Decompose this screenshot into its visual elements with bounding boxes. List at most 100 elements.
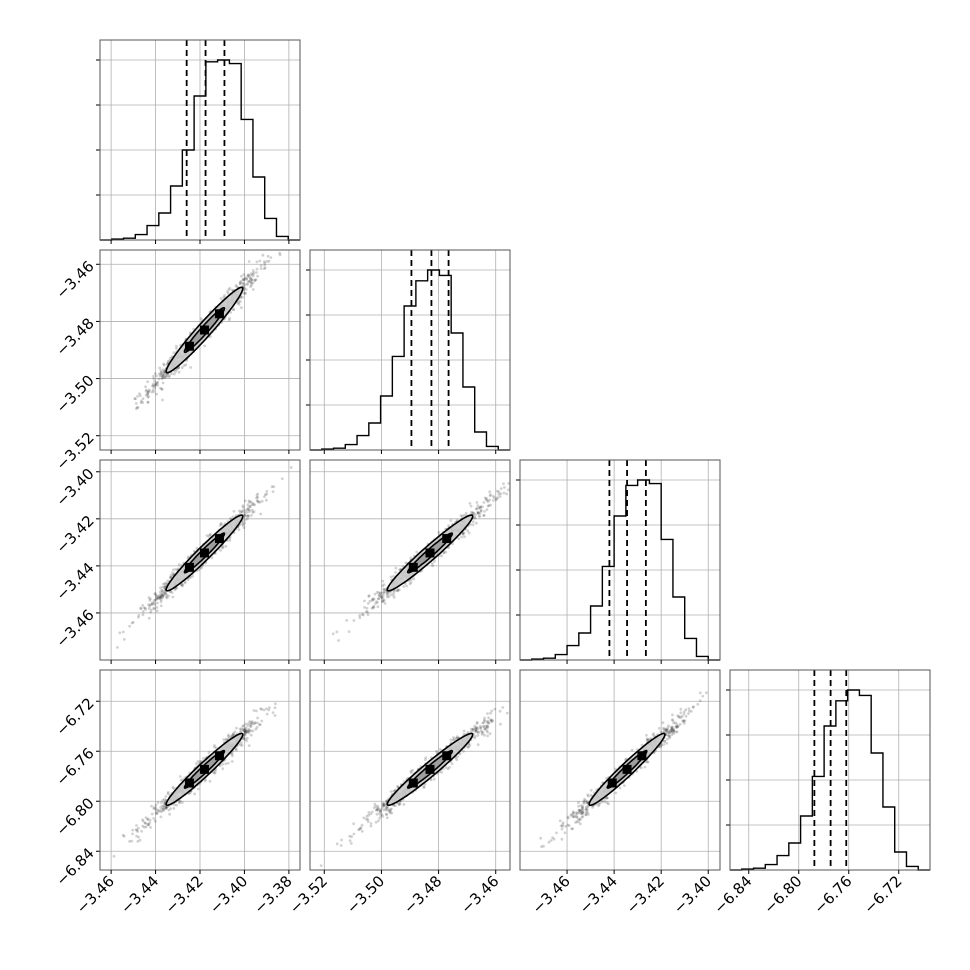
sample-point xyxy=(227,288,231,291)
sample-point xyxy=(162,804,166,807)
sample-point xyxy=(380,596,384,600)
sample-point xyxy=(151,382,155,386)
sample-point xyxy=(481,721,484,725)
sample-point xyxy=(150,602,154,606)
sample-point xyxy=(437,530,441,534)
sample-point xyxy=(160,588,164,592)
sample-point xyxy=(149,597,152,601)
sample-point xyxy=(242,733,246,736)
sample-point xyxy=(432,777,436,781)
sample-point xyxy=(367,595,371,598)
sample-point xyxy=(442,550,446,554)
sample-point xyxy=(382,803,386,807)
sample-point xyxy=(372,605,376,609)
sample-point xyxy=(502,491,506,495)
sample-point xyxy=(159,595,162,599)
sample-point xyxy=(386,591,390,595)
sample-point xyxy=(149,608,153,612)
sample-point xyxy=(251,269,255,272)
sample-point xyxy=(474,513,477,517)
sample-point xyxy=(384,800,388,803)
sample-point xyxy=(382,802,386,806)
sample-point xyxy=(149,826,152,829)
sample-point xyxy=(497,492,501,496)
sample-point xyxy=(240,727,243,730)
sample-point xyxy=(479,505,483,508)
sample-point xyxy=(153,603,157,606)
sample-point xyxy=(499,492,503,496)
sample-point xyxy=(240,741,243,745)
sample-point xyxy=(245,282,248,286)
sample-point xyxy=(158,596,162,599)
sample-point xyxy=(579,822,582,826)
sample-point xyxy=(189,366,193,369)
sample-point xyxy=(250,514,253,517)
sample-point xyxy=(603,800,606,804)
sample-point xyxy=(265,492,269,496)
sample-point xyxy=(184,363,188,367)
sample-point xyxy=(520,472,523,475)
sample-point xyxy=(268,706,271,710)
sample-point xyxy=(137,826,140,830)
sample-point xyxy=(475,726,479,729)
sample-point xyxy=(143,825,146,829)
sample-point xyxy=(164,806,168,809)
sample-point xyxy=(378,593,381,597)
sample-point xyxy=(373,592,377,596)
sample-point xyxy=(375,808,378,812)
sample-point xyxy=(389,809,392,813)
sample-point xyxy=(138,392,141,395)
sample-point xyxy=(477,506,481,510)
sample-point xyxy=(235,726,238,730)
sample-point xyxy=(158,809,162,813)
sample-point xyxy=(460,514,464,518)
sample-point xyxy=(180,801,184,804)
sample-point xyxy=(404,561,408,565)
sample-point xyxy=(231,733,235,737)
sample-point xyxy=(409,771,413,774)
sample-point xyxy=(162,807,166,810)
sample-point xyxy=(662,729,666,733)
sample-point xyxy=(422,786,426,789)
sample-point xyxy=(675,730,679,734)
sample-point xyxy=(162,363,166,367)
sample-point xyxy=(118,631,122,635)
sample-point xyxy=(471,511,475,515)
sample-point xyxy=(486,730,489,734)
sample-point xyxy=(397,588,401,592)
sample-point xyxy=(134,397,137,401)
sample-point xyxy=(456,755,459,758)
sample-point xyxy=(148,603,152,607)
sample-point xyxy=(482,725,486,729)
sample-point xyxy=(469,727,473,731)
sample-point xyxy=(244,733,247,736)
sample-point xyxy=(161,376,164,380)
sample-point xyxy=(452,736,455,739)
sample-point xyxy=(153,598,157,602)
sample-point xyxy=(247,729,250,733)
sample-point xyxy=(482,724,485,728)
sample-point xyxy=(478,506,482,509)
sample-point xyxy=(146,393,149,396)
sample-point xyxy=(476,511,480,515)
sample-point xyxy=(469,504,473,508)
sample-point xyxy=(352,822,355,826)
sample-point xyxy=(180,366,184,370)
samples-2-0 xyxy=(116,466,293,649)
sample-point xyxy=(671,725,674,729)
sample-point xyxy=(121,630,125,634)
sample-point xyxy=(475,726,478,730)
sample-point xyxy=(389,808,392,811)
sample-point xyxy=(382,590,386,594)
sample-point xyxy=(668,735,672,738)
sample-point xyxy=(213,745,216,749)
sample-point xyxy=(490,720,493,724)
sample-point xyxy=(251,281,255,285)
sample-point xyxy=(245,736,249,740)
sample-point xyxy=(244,291,247,295)
panel-3-0: −6.84−6.80−6.76−6.72−3.46 −3.44 −3.42 −3.40… xyxy=(52,669,301,917)
sample-point xyxy=(141,818,145,822)
sample-point xyxy=(461,532,465,536)
sample-point xyxy=(376,808,380,812)
sample-point xyxy=(231,308,235,311)
